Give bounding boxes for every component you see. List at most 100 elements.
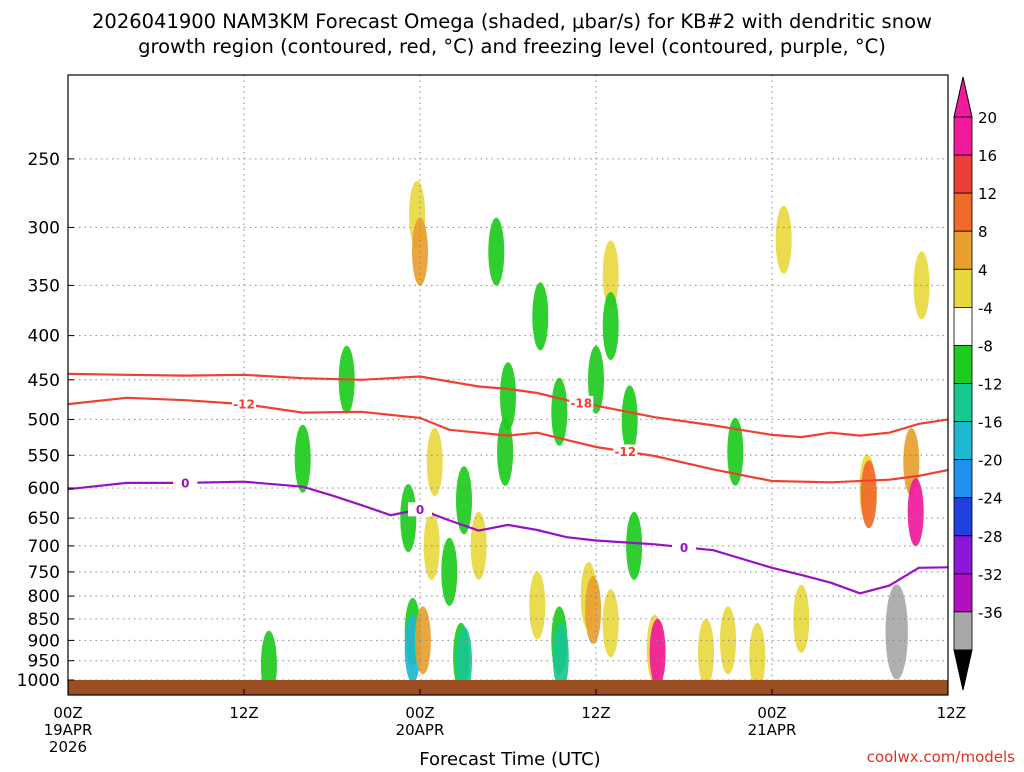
y-tick-label: 350 [28,276,60,296]
contour-line [68,372,948,439]
y-tick-label: 250 [28,150,60,170]
omega-cell [552,622,569,691]
contour-label-bg [408,502,432,517]
omega-cell [532,282,549,351]
colorbar-label: -28 [978,528,1003,546]
y-tick-label: 850 [28,610,60,630]
omega-cell [860,460,877,529]
y-tick-label: 300 [28,218,60,238]
x-tick-label: 20APR [396,721,445,739]
omega-cell [426,428,443,496]
colorbar-bin [953,573,973,613]
contour-label: -12 [614,445,636,459]
colorbar-bin [953,268,973,308]
omega-cell [488,217,505,286]
colorbar-bin [953,116,973,156]
contour-label: 0 [416,503,424,517]
colorbar-bin [953,344,973,384]
x-axis-label: Forecast Time (UTC) [419,749,600,768]
grid-lines [67,75,949,695]
omega-cell [885,584,908,680]
omega-cell [602,240,619,309]
x-tick-label: 00Z [53,704,82,722]
y-tick-label: 450 [28,371,60,391]
omega-shading [260,180,948,695]
x-tick-label: 12Z [581,704,610,722]
colorbar-label: -36 [978,604,1003,622]
colorbar-label: -8 [978,337,993,355]
omega-cell [727,417,744,486]
omega-colorbar: 20 16 12 8 4 -4 -8 -12 -16 -20 -24 -28 -32 -36 [953,76,1003,691]
x-tick-label: 12Z [229,704,258,722]
omega-cell [626,511,643,580]
contour-label: 0 [680,541,688,555]
contour-label: -12 [233,398,255,412]
y-tick-label: 400 [28,327,60,347]
chart-title: 2026041900 NAM3KM Forecast Omega (shaded… [92,10,932,33]
omega-cell [414,606,431,675]
plot-frame [67,74,949,696]
colorbar-label: -12 [978,376,1003,394]
colorbar-label: -4 [978,299,993,317]
omega-cell [698,618,714,687]
colorbar-label: 20 [978,109,997,127]
colorbar-bin [953,611,973,651]
ground-surface [68,680,948,695]
y-tick-label: 650 [28,509,60,529]
omega-cell [456,466,472,535]
omega-cell [260,630,277,695]
colorbar-label: 4 [978,261,988,279]
y-tick-label: 1000 [17,671,60,691]
omega-cell [907,478,924,547]
chart-subtitle: growth region (contoured, red, °C) and f… [138,35,886,58]
contour-label: -18 [570,396,592,410]
colorbar-bin [953,192,973,232]
omega-cell [500,362,516,431]
contour-label-bg [672,540,696,555]
colorbar-bin [953,497,973,537]
omega-cell [400,484,417,553]
contour-label: 0 [181,476,189,490]
y-tick-label: 950 [28,652,60,672]
omega-cell [649,618,666,687]
contour-line [68,480,948,595]
x-tick-label: 00Z [405,704,434,722]
contour-label-bg [569,395,594,410]
y-tick-label: 550 [28,446,60,466]
colorbar-label: -20 [978,452,1003,470]
colorbar-label: 16 [978,147,997,165]
temperature-contours: -18 -12 -12 0 0 0 [68,372,948,595]
contour-label-bg [232,397,256,412]
pressure-axis: 2503003504004505005506006507007508008509… [17,150,74,691]
colorbar-label: 8 [978,223,988,241]
x-tick-label: 21APR [748,721,797,739]
colorbar-bin [953,154,973,194]
omega-cell [294,424,311,493]
omega-cell [602,292,619,360]
colorbar-label: 12 [978,185,997,203]
omega-cell [749,622,766,691]
colorbar-bin [953,535,973,575]
x-tick-label: 19APR [44,721,93,739]
omega-cell [585,576,602,644]
omega-cell [529,571,546,640]
colorbar-bin [953,383,973,422]
omega-cell [793,584,810,653]
colorbar-bin [953,230,973,270]
colorbar-bin [953,306,973,346]
y-tick-label: 900 [28,631,60,651]
credit-link[interactable]: coolwx.com/models [867,748,1015,766]
x-tick-label: 00Z [757,704,786,722]
colorbar-label: -16 [978,414,1003,432]
colorbar-label: -32 [978,566,1003,584]
colorbar-bottom-arrow [953,649,973,691]
omega-cell [441,537,458,606]
omega-cell [551,377,568,446]
y-tick-label: 500 [28,410,60,430]
colorbar-top-arrow [953,76,973,118]
y-tick-label: 600 [28,479,60,499]
x-tick-label: 12Z [937,704,966,722]
colorbar-label: -24 [978,490,1003,508]
omega-cell [602,589,619,658]
